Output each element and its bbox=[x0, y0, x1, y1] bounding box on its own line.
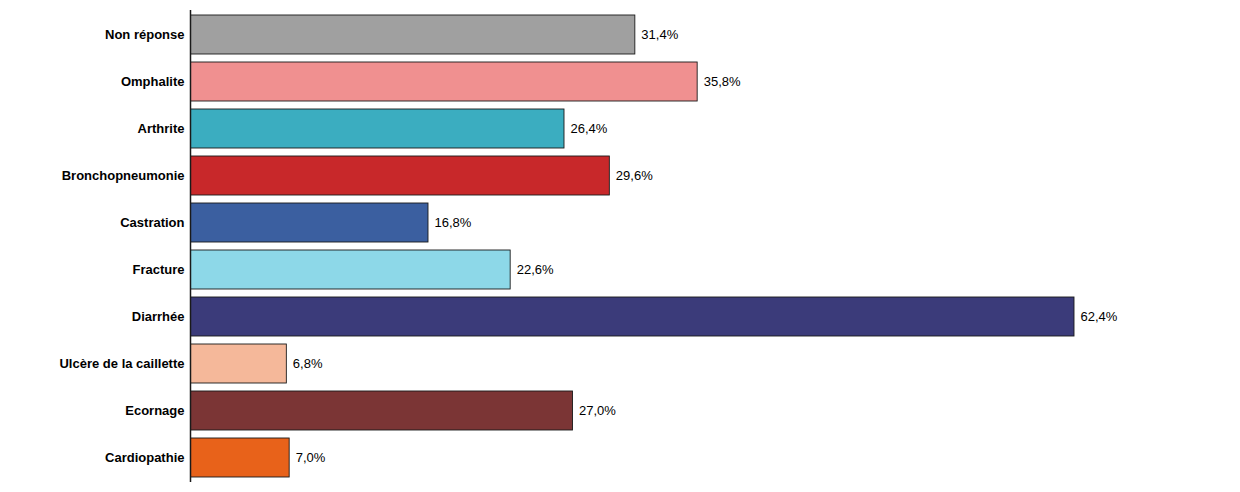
svg-text:Ecornage: Ecornage bbox=[125, 403, 184, 418]
svg-text:Omphalite: Omphalite bbox=[121, 74, 185, 89]
svg-text:Castration: Castration bbox=[120, 215, 184, 230]
svg-text:26,4%: 26,4% bbox=[571, 121, 608, 136]
svg-text:35,8%: 35,8% bbox=[704, 74, 741, 89]
svg-text:62,4%: 62,4% bbox=[1081, 309, 1118, 324]
svg-text:Cardiopathie: Cardiopathie bbox=[105, 450, 184, 465]
svg-text:7,0%: 7,0% bbox=[296, 450, 326, 465]
svg-text:Fracture: Fracture bbox=[132, 262, 184, 277]
svg-text:29,6%: 29,6% bbox=[616, 168, 653, 183]
svg-text:Diarrhée: Diarrhée bbox=[132, 309, 185, 324]
svg-text:Non réponse: Non réponse bbox=[105, 27, 184, 42]
svg-text:Ulcère de la caillette: Ulcère de la caillette bbox=[59, 356, 184, 371]
svg-text:6,8%: 6,8% bbox=[293, 356, 323, 371]
svg-text:16,8%: 16,8% bbox=[435, 215, 472, 230]
svg-text:22,6%: 22,6% bbox=[517, 262, 554, 277]
svg-text:27,0%: 27,0% bbox=[579, 403, 616, 418]
svg-text:31,4%: 31,4% bbox=[641, 27, 678, 42]
svg-text:Bronchopneumonie: Bronchopneumonie bbox=[62, 168, 185, 183]
svg-text:Arthrite: Arthrite bbox=[138, 121, 185, 136]
